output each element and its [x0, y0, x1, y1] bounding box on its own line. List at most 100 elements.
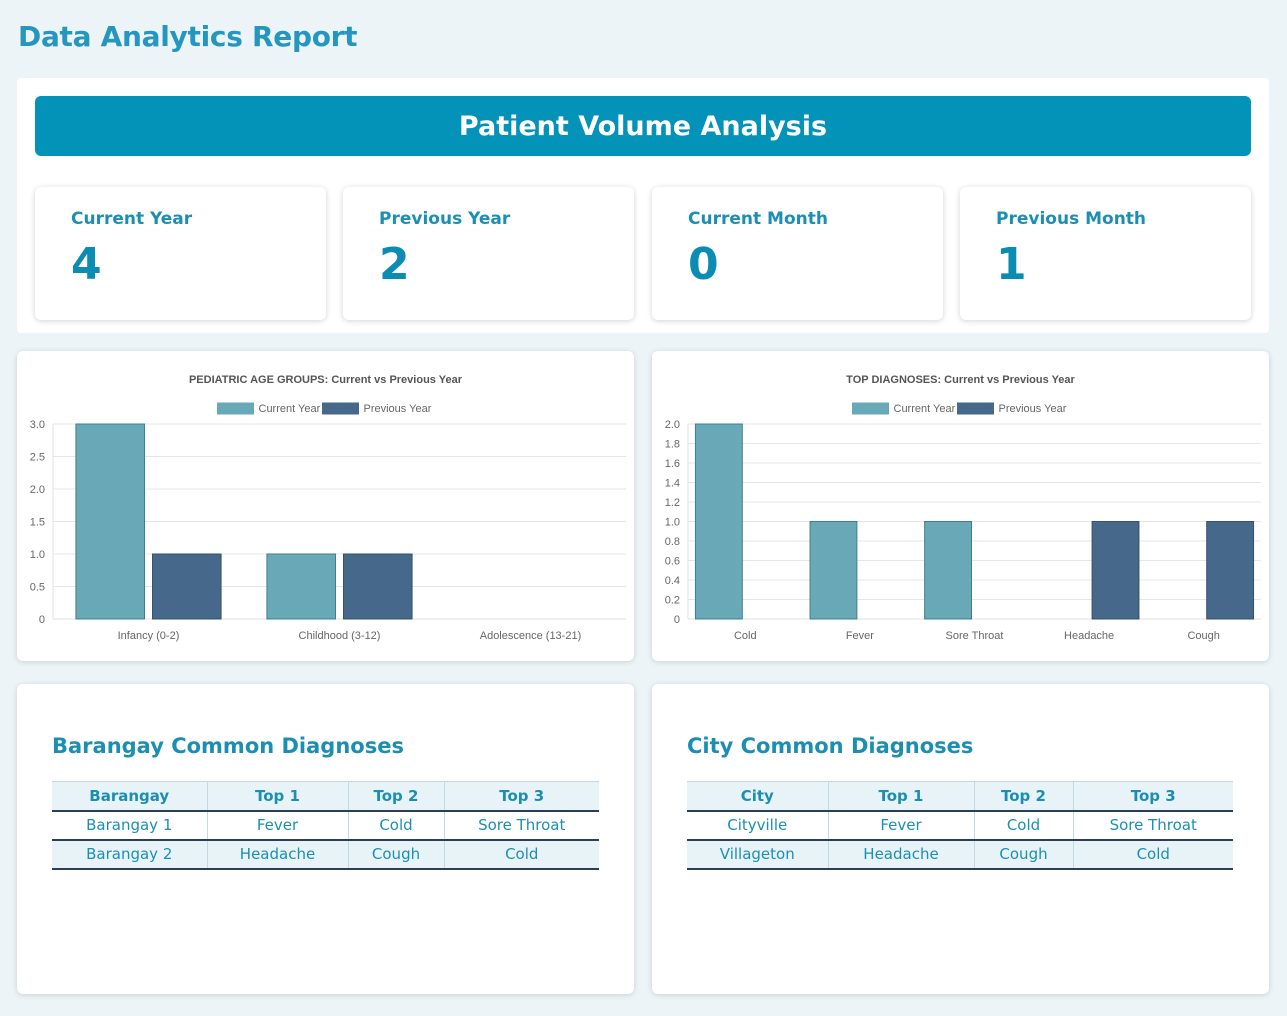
barangay-diagnoses-table: Barangay Top 1 Top 2 Top 3 Barangay 1 Fe… [52, 781, 599, 870]
column-header: Top 2 [347, 781, 444, 812]
city-table-title: City Common Diagnoses [687, 734, 974, 758]
stat-card-current-month: Current Month 0 [652, 187, 943, 320]
y-tick-label: 3.0 [30, 419, 45, 431]
table-cell: Cough [973, 839, 1073, 870]
bar [1206, 521, 1255, 620]
legend-label: Previous Year [364, 403, 432, 415]
x-tick-label: Infancy (0-2) [118, 630, 180, 642]
table-cell: Sore Throat [443, 810, 599, 841]
table-cell: Barangay 1 [52, 810, 207, 841]
bar [266, 553, 336, 620]
page-title: Data Analytics Report [18, 20, 358, 53]
stat-label: Previous Month [996, 209, 1147, 229]
city-diagnoses-table: City Top 1 Top 2 Top 3 Cityville Fever C… [687, 781, 1233, 870]
legend-label: Previous Year [999, 403, 1067, 415]
stat-card-previous-year: Previous Year 2 [343, 187, 634, 320]
table-cell: Cough [347, 839, 444, 870]
bar [343, 553, 413, 620]
y-tick-label: 0.6 [665, 556, 680, 568]
y-tick-label: 1.5 [30, 517, 45, 529]
stat-label: Current Year [71, 209, 193, 229]
volume-header: Patient Volume Analysis [35, 96, 1251, 156]
y-tick-label: 2.0 [665, 419, 680, 431]
legend-label: Current Year [894, 403, 956, 415]
stat-value: 2 [379, 239, 410, 290]
x-tick-label: Cold [734, 630, 757, 642]
chart-title: PEDIATRIC AGE GROUPS: Current vs Previou… [189, 374, 463, 386]
stat-card-previous-month: Previous Month 1 [960, 187, 1251, 320]
x-tick-label: Cough [1187, 630, 1219, 642]
legend-label: Current Year [259, 403, 321, 415]
y-tick-label: 2.0 [30, 484, 45, 496]
table-row: Barangay 2 Headache Cough Cold [52, 839, 599, 870]
stat-card-current-year: Current Year 4 [35, 187, 326, 320]
column-header: Top 1 [827, 781, 974, 812]
table-header-row: City Top 1 Top 2 Top 3 [687, 781, 1233, 812]
stat-label: Previous Year [379, 209, 511, 229]
barangay-diagnoses-card: Barangay Common Diagnoses Barangay Top 1… [17, 684, 634, 994]
table-cell: Fever [827, 810, 974, 841]
bar [694, 423, 743, 620]
y-tick-label: 1.6 [665, 458, 680, 470]
y-tick-label: 1.0 [30, 549, 45, 561]
bar [75, 423, 145, 620]
legend-swatch [852, 402, 889, 415]
chart-title: TOP DIAGNOSES: Current vs Previous Year [846, 374, 1075, 386]
column-header: Top 2 [973, 781, 1073, 812]
bar [1091, 521, 1140, 620]
y-tick-label: 0.8 [665, 536, 680, 548]
y-tick-label: 2.5 [30, 452, 45, 464]
table-cell: Headache [827, 839, 974, 870]
table-cell: Cold [443, 839, 599, 870]
column-header: Top 3 [1072, 781, 1233, 812]
x-tick-label: Fever [846, 630, 874, 642]
y-tick-label: 0.2 [665, 595, 680, 607]
stat-label: Current Month [688, 209, 828, 229]
table-cell: Sore Throat [1072, 810, 1233, 841]
y-tick-label: 1.4 [665, 478, 680, 490]
city-diagnoses-card: City Common Diagnoses City Top 1 Top 2 T… [652, 684, 1269, 994]
table-cell: Barangay 2 [52, 839, 207, 870]
pediatric-age-groups-chart-card: PEDIATRIC AGE GROUPS: Current vs Previou… [17, 351, 634, 661]
bar [809, 521, 858, 620]
barangay-table-title: Barangay Common Diagnoses [52, 734, 404, 758]
column-header: Top 1 [206, 781, 348, 812]
stat-value: 1 [996, 239, 1027, 290]
y-tick-label: 0.4 [665, 575, 680, 587]
table-row: Villageton Headache Cough Cold [687, 839, 1233, 870]
patient-volume-panel: Patient Volume Analysis Current Year 4 P… [17, 78, 1269, 333]
column-header: Barangay [52, 781, 207, 812]
table-cell: Cold [973, 810, 1073, 841]
table-cell: Cityville [687, 810, 828, 841]
bar [924, 521, 972, 620]
legend-swatch [957, 402, 994, 415]
table-header-row: Barangay Top 1 Top 2 Top 3 [52, 781, 599, 812]
table-row: Barangay 1 Fever Cold Sore Throat [52, 810, 599, 841]
top-diagnoses-chart-card: TOP DIAGNOSES: Current vs Previous Year C… [652, 351, 1269, 661]
y-tick-label: 0.5 [30, 582, 45, 594]
y-tick-label: 1.8 [665, 439, 680, 451]
table-cell: Cold [347, 810, 444, 841]
x-tick-label: Adolescence (13-21) [480, 630, 582, 642]
column-header: Top 3 [443, 781, 599, 812]
y-tick-label: 0 [39, 614, 45, 626]
x-tick-label: Headache [1064, 630, 1114, 642]
table-cell: Villageton [687, 839, 828, 870]
y-tick-label: 0 [674, 614, 680, 626]
pediatric-age-groups-chart: PEDIATRIC AGE GROUPS: Current vs Previou… [30, 374, 626, 642]
column-header: City [687, 781, 828, 812]
stat-value: 4 [71, 239, 102, 290]
y-tick-label: 1.2 [665, 497, 680, 509]
legend-swatch [322, 402, 359, 415]
x-tick-label: Sore Throat [946, 630, 1004, 642]
y-tick-label: 1.0 [665, 517, 680, 529]
top-diagnoses-chart: TOP DIAGNOSES: Current vs Previous Year C… [665, 374, 1261, 642]
table-cell: Cold [1072, 839, 1233, 870]
table-cell: Fever [206, 810, 348, 841]
bar [152, 553, 222, 620]
table-row: Cityville Fever Cold Sore Throat [687, 810, 1233, 841]
legend-swatch [217, 402, 254, 415]
stat-value: 0 [688, 239, 719, 290]
table-cell: Headache [206, 839, 348, 870]
x-tick-label: Childhood (3-12) [299, 630, 381, 642]
